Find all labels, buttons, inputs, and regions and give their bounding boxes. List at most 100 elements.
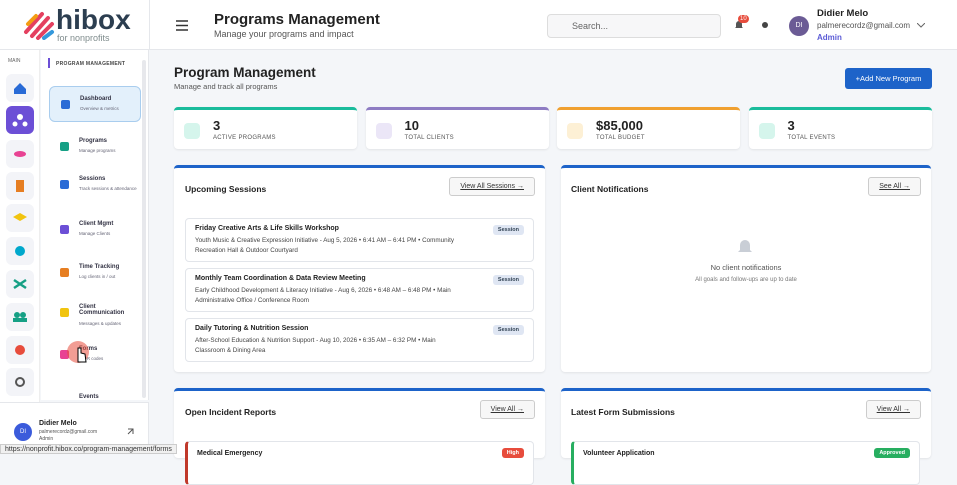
rail-icon[interactable]	[6, 336, 34, 364]
view-all-link[interactable]: View All →	[865, 400, 921, 419]
incident-card[interactable]: Medical Emergency High	[185, 441, 534, 485]
page-title: Program Management	[174, 65, 316, 80]
nav-item[interactable]: Dashboard Overview & metrics	[49, 86, 141, 122]
section-marker	[48, 58, 50, 68]
stat-icon	[758, 123, 775, 139]
nav-item[interactable]: Events	[49, 380, 141, 416]
empty-bell-icon	[738, 240, 752, 252]
nav-label: Client Communication	[79, 304, 125, 316]
add-program-button[interactable]: +Add New Program	[845, 68, 932, 89]
notification-badge: 10	[738, 15, 749, 23]
cursor	[67, 341, 89, 363]
user-role: Admin	[39, 436, 54, 442]
chevron[interactable]	[917, 23, 925, 28]
severity-badge: High	[501, 448, 524, 458]
view-all-link[interactable]: View All Sessions →	[449, 177, 535, 196]
stat-icon	[184, 123, 200, 139]
nav-panel: PROGRAM MANAGEMENT Dashboard Overview & m…	[41, 50, 149, 400]
nav-label: Time Tracking	[79, 264, 120, 270]
nav-item[interactable]: Sessions Track sessions & attendance	[49, 167, 141, 203]
session-details: After-School Education & Nutrition Suppo…	[195, 337, 436, 354]
nav-icon	[60, 350, 69, 359]
header: Programs Management Manage your programs…	[150, 0, 957, 50]
nav-icon	[60, 308, 69, 317]
status-badge: Approved	[874, 448, 910, 458]
rail-label: MAIN	[8, 58, 21, 64]
stat-icon	[375, 123, 392, 139]
nav-desc: Log clients in / out	[79, 274, 116, 279]
rail-icon[interactable]	[6, 106, 34, 134]
stat-value: 3	[787, 118, 795, 133]
search-placeholder: Search...	[572, 21, 609, 31]
menu-icon[interactable]	[176, 20, 188, 31]
nav-desc: Manage programs	[79, 148, 116, 153]
nav-icon	[60, 142, 69, 151]
session-title: Daily Tutoring & Nutrition Session	[195, 325, 309, 332]
header-title: Programs Management	[214, 11, 380, 28]
rail-icon[interactable]	[6, 368, 34, 396]
external-link-icon[interactable]	[127, 428, 134, 435]
panel-title: Upcoming Sessions	[185, 184, 267, 194]
stat-label: TOTAL BUDGET	[596, 135, 645, 141]
stat-value: 10	[404, 118, 419, 133]
scrollbar[interactable]	[142, 60, 146, 398]
panel-title: Latest Form Submissions	[571, 407, 675, 417]
nav-item[interactable]: Client Communication Messages & updates	[49, 295, 141, 331]
stat-card: 3 TOTAL EVENTS	[748, 107, 932, 149]
stat-card: 10 TOTAL CLIENTS	[365, 107, 549, 149]
rail-icon[interactable]	[6, 74, 34, 102]
rail-icon[interactable]	[6, 140, 34, 168]
stat-value: $85,000	[596, 118, 643, 133]
nav-desc: & QR codes	[79, 356, 104, 361]
nav-desc: Manage Clients	[79, 231, 111, 236]
stat-label: ACTIVE PROGRAMS	[213, 135, 276, 141]
search-box[interactable]: Search...	[547, 14, 721, 38]
rail-icon[interactable]	[6, 303, 34, 331]
session-title: Friday Creative Arts & Life Skills Works…	[195, 225, 339, 232]
logo[interactable]: hibox for nonprofits	[0, 0, 150, 50]
rail-icon[interactable]	[6, 270, 34, 298]
incidents-panel: Open Incident Reports View All → Medical…	[174, 388, 545, 485]
logo-tagline: for nonprofits	[57, 33, 110, 43]
nav-label: Events	[79, 394, 99, 400]
session-card[interactable]: Monthly Team Coordination & Data Review …	[185, 268, 534, 312]
stat-card: 3 ACTIVE PROGRAMS	[174, 107, 357, 149]
rail-icon[interactable]	[6, 172, 34, 200]
avatar[interactable]: DI	[789, 16, 809, 36]
rail-icon[interactable]	[6, 204, 34, 232]
session-details: Early Childhood Development & Literacy I…	[195, 287, 451, 304]
user-role: Admin	[817, 33, 842, 42]
nav-icon	[61, 100, 70, 109]
view-all-link[interactable]: View All →	[479, 400, 535, 419]
session-details: Youth Music & Creative Expression Initia…	[195, 237, 454, 254]
nav-label: Programs	[79, 138, 108, 144]
nav-item[interactable]: Programs Manage programs	[49, 129, 141, 165]
user-name: Didier Melo	[817, 8, 869, 19]
nav-label: Client Mgmt	[79, 221, 114, 227]
rail-icon[interactable]	[6, 237, 34, 265]
user-email: palmerecordz@gmail.com	[817, 21, 911, 30]
panel-title: Client Notifications	[571, 184, 649, 194]
theme-icon[interactable]	[761, 21, 769, 29]
nav-item[interactable]: Time Tracking Log clients in / out	[49, 255, 141, 291]
nav-desc: Overview & metrics	[80, 106, 119, 111]
nav-item[interactable]: Client Mgmt Manage Clients	[49, 212, 141, 248]
nav-label: Dashboard	[80, 96, 112, 102]
notifications-panel: Client Notifications See All → No client…	[561, 165, 931, 372]
sessions-panel: Upcoming Sessions View All Sessions → Fr…	[174, 165, 545, 372]
user-email: palmerecordz@gmail.com	[39, 429, 98, 435]
nav-label: Sessions	[79, 176, 106, 182]
session-card[interactable]: Friday Creative Arts & Life Skills Works…	[185, 218, 534, 262]
session-badge: Session	[492, 225, 524, 235]
session-title: Monthly Team Coordination & Data Review …	[195, 275, 366, 282]
logo-mark	[24, 12, 54, 40]
logo-name: hibox	[56, 4, 131, 35]
submission-card[interactable]: Volunteer Application Approved	[571, 441, 920, 485]
see-all-link[interactable]: See All →	[868, 177, 921, 196]
session-badge: Session	[492, 275, 524, 285]
empty-text: All goals and follow-ups are up to date	[695, 277, 797, 283]
session-card[interactable]: Daily Tutoring & Nutrition Session After-…	[185, 318, 534, 362]
status-bar: https://nonprofit.hibox.co/program-manag…	[0, 444, 177, 454]
header-subtitle: Manage your programs and impact	[214, 29, 354, 39]
